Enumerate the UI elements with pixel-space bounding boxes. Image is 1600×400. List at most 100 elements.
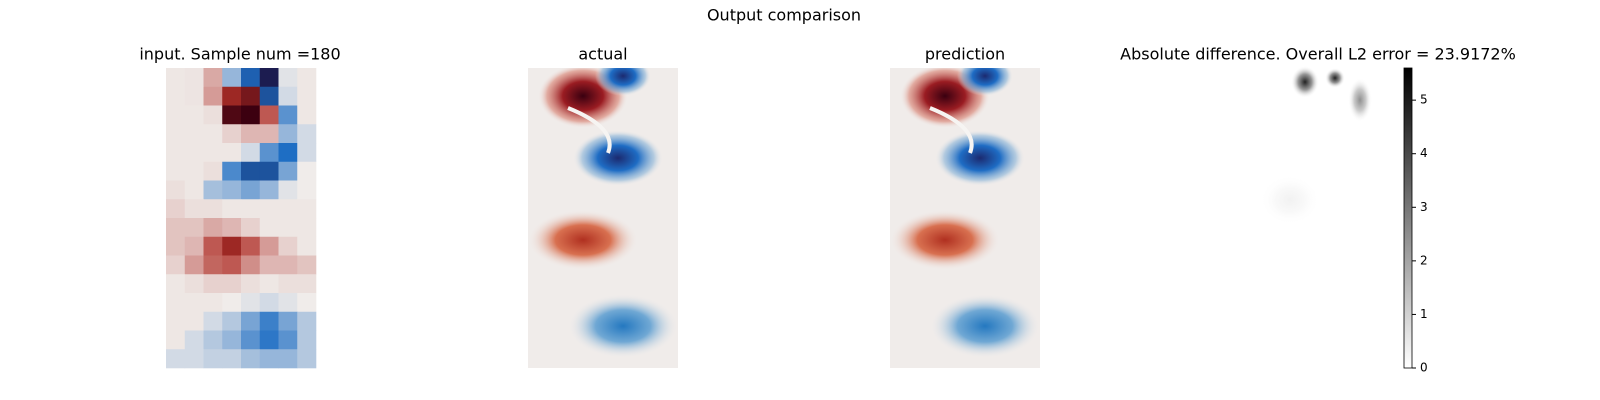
panel-title: prediction	[925, 45, 1005, 64]
heatmap-cell	[278, 68, 298, 88]
heatmap-cell	[222, 274, 242, 294]
heatmap-cell	[166, 143, 186, 163]
heatmap-cell	[184, 311, 204, 331]
heatmap-cell	[278, 274, 298, 294]
heatmap-cell	[241, 161, 261, 181]
heatmap-cell	[203, 349, 223, 369]
heatmap-cell	[241, 180, 261, 200]
heatmap-cell	[166, 161, 186, 181]
heatmap-cell	[297, 274, 317, 294]
heatmap-cell	[241, 330, 261, 350]
heatmap-cell	[297, 330, 317, 350]
heatmap-cell	[297, 143, 317, 163]
heatmap-cell	[222, 330, 242, 350]
heatmap-cell	[278, 311, 298, 331]
heatmap-cell	[184, 143, 204, 163]
heatmap-cell	[203, 124, 223, 144]
heatmap-cell	[297, 293, 317, 313]
heatmap-cell	[184, 236, 204, 256]
heatmap-cell	[184, 124, 204, 144]
heatmap-cell	[222, 161, 242, 181]
heatmap-cell	[297, 161, 317, 181]
heatmap-cell	[259, 105, 279, 125]
heatmap-cell	[184, 330, 204, 350]
heatmap-cell	[259, 330, 279, 350]
heatmap-cell	[166, 124, 186, 144]
heatmap-cell	[259, 349, 279, 369]
heatmap-cell	[166, 199, 186, 219]
heatmap-cell	[241, 311, 261, 331]
heatmap-cell	[241, 86, 261, 106]
heatmap-cell	[259, 124, 279, 144]
heatmap-cell	[241, 199, 261, 219]
heatmap-cell	[203, 274, 223, 294]
heatmap-cell	[241, 349, 261, 369]
heatmap-cell	[278, 349, 298, 369]
heatmap-cell	[259, 274, 279, 294]
heatmap-cell	[184, 68, 204, 88]
heatmap-cell	[222, 68, 242, 88]
heatmap-cell	[297, 218, 317, 238]
heatmap-cell	[203, 311, 223, 331]
heatmap-cell	[222, 124, 242, 144]
heatmap-cell	[259, 68, 279, 88]
heatmap-cell	[166, 236, 186, 256]
heatmap-cell	[166, 311, 186, 331]
heatmap-cell	[203, 199, 223, 219]
heatmap-cell	[166, 293, 186, 313]
heatmap-cell	[278, 330, 298, 350]
heatmap-cell	[278, 218, 298, 238]
heatmap-cell	[241, 255, 261, 275]
heatmap-cell	[203, 293, 223, 313]
colorbar-tick-label: 0	[1420, 361, 1428, 375]
heatmap-cell	[166, 180, 186, 200]
heatmap-cell	[222, 199, 242, 219]
heatmap-cell	[259, 86, 279, 106]
heatmap-cell	[241, 68, 261, 88]
panel-title: input. Sample num =180	[139, 45, 340, 64]
heatmap-cell	[203, 68, 223, 88]
panel-title: actual	[578, 45, 627, 64]
heatmap-cell	[222, 143, 242, 163]
heatmap-cell	[203, 236, 223, 256]
heatmap-cell	[241, 105, 261, 125]
heatmap-cell	[297, 349, 317, 369]
heatmap-cell	[222, 349, 242, 369]
colorbar-tick-label: 3	[1420, 200, 1428, 214]
actual-image	[528, 68, 678, 368]
heatmap-cell	[278, 86, 298, 106]
heatmap-cell	[278, 255, 298, 275]
heatmap-cell	[278, 293, 298, 313]
heatmap-cell	[259, 180, 279, 200]
heatmap-cell	[184, 161, 204, 181]
heatmap-cell	[278, 105, 298, 125]
heatmap-cell	[241, 236, 261, 256]
heatmap-cell	[222, 218, 242, 238]
heatmap-cell	[259, 236, 279, 256]
difference-image	[1244, 66, 1394, 368]
heatmap-cell	[203, 86, 223, 106]
heatmap-cell	[166, 218, 186, 238]
colorbar	[1403, 67, 1413, 369]
heatmap-cell	[259, 255, 279, 275]
heatmap-cell	[203, 161, 223, 181]
heatmap-cell	[278, 199, 298, 219]
colorbar-tick-label: 2	[1420, 253, 1428, 267]
heatmap-cell	[259, 293, 279, 313]
heatmap-cell	[278, 161, 298, 181]
heatmap-cell	[166, 255, 186, 275]
heatmap-cell	[166, 330, 186, 350]
heatmap-cell	[278, 143, 298, 163]
heatmap-cell	[222, 311, 242, 331]
heatmap-cell	[166, 68, 186, 88]
heatmap-cell	[203, 218, 223, 238]
colorbar-tick-label: 4	[1420, 146, 1428, 160]
heatmap-cell	[241, 274, 261, 294]
heatmap-cell	[297, 124, 317, 144]
heatmap-cell	[259, 218, 279, 238]
heatmap-cell	[241, 218, 261, 238]
heatmap-cell	[278, 180, 298, 200]
heatmap-cell	[222, 105, 242, 125]
heatmap-cell	[297, 68, 317, 88]
